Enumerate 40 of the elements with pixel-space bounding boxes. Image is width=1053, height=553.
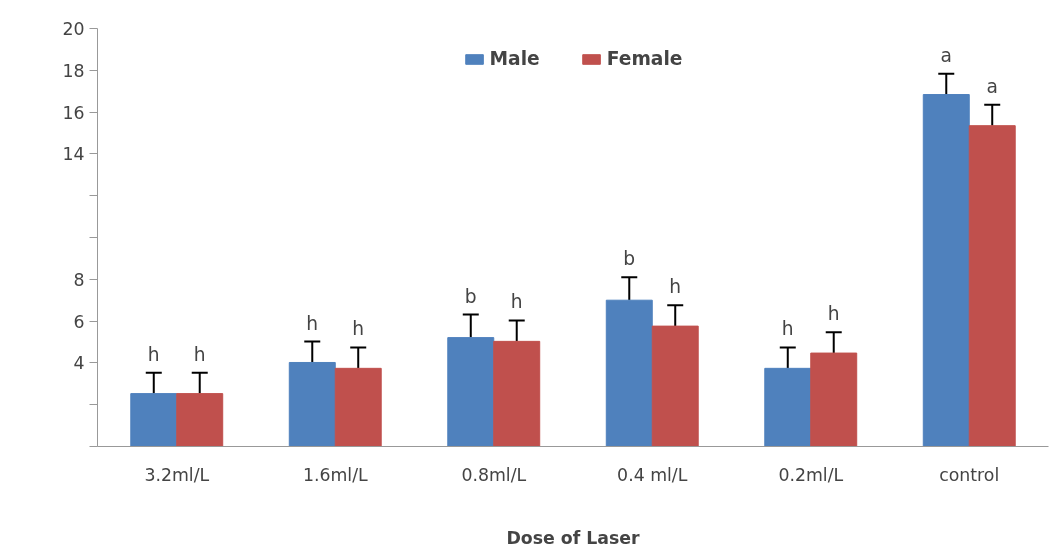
x-tick-label: 0.2ml/L [778,464,844,485]
y-tick-label: 20 [62,19,85,39]
x-axis-title: Dose of Laser [506,527,641,548]
x-tick-label: 1.6ml/L [302,464,368,485]
bar [288,361,336,447]
data-label: h [306,312,319,334]
data-label: h [827,303,840,325]
y-tick-label: 8 [73,269,85,290]
bar [922,94,970,447]
bar [810,352,858,447]
x-tick-label: 0.4 ml/L [617,464,688,485]
bar [764,367,812,447]
y-tick-label: 14 [62,144,85,165]
bar [493,340,541,447]
bar [176,393,224,447]
x-tick-label: 0.8ml/L [461,464,527,485]
y-tick-label: 6 [73,311,85,332]
data-label: b [464,285,477,307]
data-label: h [147,343,160,365]
y-tick-label: 4 [73,353,85,374]
bar [651,325,699,447]
y-tick-label: 18 [62,60,85,81]
data-label: h [510,291,523,313]
data-label: b [623,248,636,270]
data-label: h [193,343,206,365]
data-label: a [940,44,952,66]
x-tick-label: control [939,464,1000,485]
bar [447,337,495,447]
bar [605,299,653,447]
legend-label: Male [489,48,540,69]
data-label: a [986,75,998,97]
bar [130,393,178,447]
y-tick-label: 16 [62,102,85,123]
data-label: h [781,318,794,340]
data-label: h [669,276,682,298]
legend-label: Female [606,48,683,69]
bar [334,367,382,447]
data-label: h [352,318,365,340]
x-tick-label: 3.2ml/L [144,464,210,485]
bar [968,125,1016,447]
